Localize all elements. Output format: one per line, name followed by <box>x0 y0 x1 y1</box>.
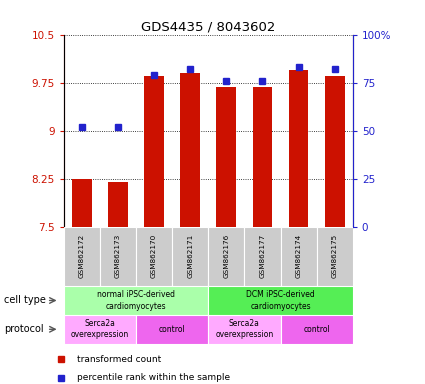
Bar <box>180 73 200 227</box>
Bar <box>64 227 100 286</box>
Bar <box>252 87 272 227</box>
Bar <box>72 179 92 227</box>
Bar <box>208 315 280 344</box>
Bar <box>244 227 280 286</box>
Text: GSM862173: GSM862173 <box>115 234 121 278</box>
Text: GSM862174: GSM862174 <box>295 234 302 278</box>
Bar <box>172 227 208 286</box>
Text: percentile rank within the sample: percentile rank within the sample <box>76 373 230 382</box>
Text: normal iPSC-derived
cardiomyocytes: normal iPSC-derived cardiomyocytes <box>97 290 175 311</box>
Bar <box>280 315 353 344</box>
Bar <box>208 227 244 286</box>
Bar <box>64 286 208 315</box>
Text: transformed count: transformed count <box>76 355 161 364</box>
Bar <box>208 286 353 315</box>
Text: protocol: protocol <box>4 324 44 334</box>
Bar <box>136 227 172 286</box>
Bar <box>108 182 128 227</box>
Bar <box>100 227 136 286</box>
Text: GSM862170: GSM862170 <box>151 234 157 278</box>
Bar <box>144 76 164 227</box>
Title: GDS4435 / 8043602: GDS4435 / 8043602 <box>141 20 275 33</box>
Text: GSM862176: GSM862176 <box>223 234 230 278</box>
Text: GSM862172: GSM862172 <box>79 234 85 278</box>
Text: Serca2a
overexpression: Serca2a overexpression <box>215 319 274 339</box>
Text: Serca2a
overexpression: Serca2a overexpression <box>71 319 129 339</box>
Text: GSM862177: GSM862177 <box>259 234 266 278</box>
Bar <box>289 70 309 227</box>
Bar <box>216 87 236 227</box>
Bar <box>325 76 345 227</box>
Text: control: control <box>159 325 185 334</box>
Text: control: control <box>303 325 330 334</box>
Text: DCM iPSC-derived
cardiomyocytes: DCM iPSC-derived cardiomyocytes <box>246 290 315 311</box>
Bar <box>317 227 353 286</box>
Bar <box>280 227 317 286</box>
Text: cell type: cell type <box>4 295 46 306</box>
Bar <box>64 315 136 344</box>
Text: GSM862171: GSM862171 <box>187 234 193 278</box>
Bar <box>136 315 208 344</box>
Text: GSM862175: GSM862175 <box>332 234 338 278</box>
